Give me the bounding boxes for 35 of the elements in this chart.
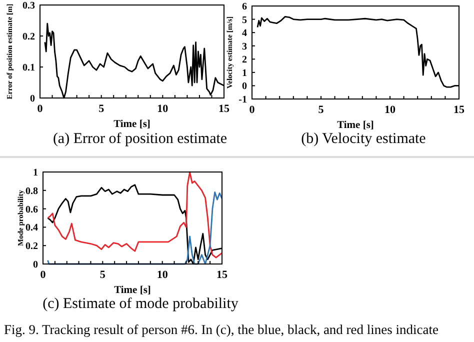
y-tick-label: 0.4	[26, 222, 38, 234]
x-tick-label: 5	[318, 104, 324, 116]
x-axis-title: Time [s]	[114, 285, 151, 296]
y-tick-label: 0.8	[26, 186, 38, 197]
y-tick-label: 1	[242, 68, 247, 79]
x-axis-title: Time [s]	[114, 119, 150, 130]
x-tick-label: 15	[218, 103, 230, 115]
caption: Fig. 9. Tracking result of person #6. In (c), the blue, black, and red lines indicate	[4, 322, 439, 337]
y-tick-label: 3	[242, 41, 247, 52]
y-tick-label: 0.3	[22, 0, 35, 12]
x-tick-label: 5	[100, 269, 106, 281]
y-tick-label: 0.6	[26, 204, 38, 216]
text: (a) Error of position estimate	[52, 131, 228, 147]
x-tick-label: 5	[98, 103, 105, 115]
y-tick-label: 4	[242, 28, 247, 40]
line-series	[47, 171, 223, 258]
x-tick-label: 15	[216, 269, 228, 281]
x-tick-label: 15	[454, 104, 465, 116]
y-tick-label: 5	[242, 14, 247, 26]
y-tick-label: 0	[30, 94, 35, 104]
y-tick-label: 0	[242, 81, 247, 92]
text: (b) Velocity estimate	[301, 131, 426, 147]
y-tick-label: 0.1	[22, 62, 35, 74]
text: (c) Estimate of mode probability	[42, 296, 239, 312]
x-tick-label: 10	[156, 269, 168, 281]
y-tick-label: -1	[238, 94, 247, 106]
y-tick-label: 1	[33, 168, 38, 178]
x-tick-label: 10	[157, 103, 169, 115]
y-tick-label: 6	[242, 2, 247, 12]
y-tick-label: 2	[242, 54, 247, 66]
y-tick-label: 0.2	[26, 241, 38, 252]
y-tick-label: 0.2	[22, 32, 35, 42]
x-tick-label: 10	[384, 104, 396, 116]
y-tick-label: 0	[33, 260, 38, 270]
x-axis-title: Time [s]	[337, 120, 374, 131]
